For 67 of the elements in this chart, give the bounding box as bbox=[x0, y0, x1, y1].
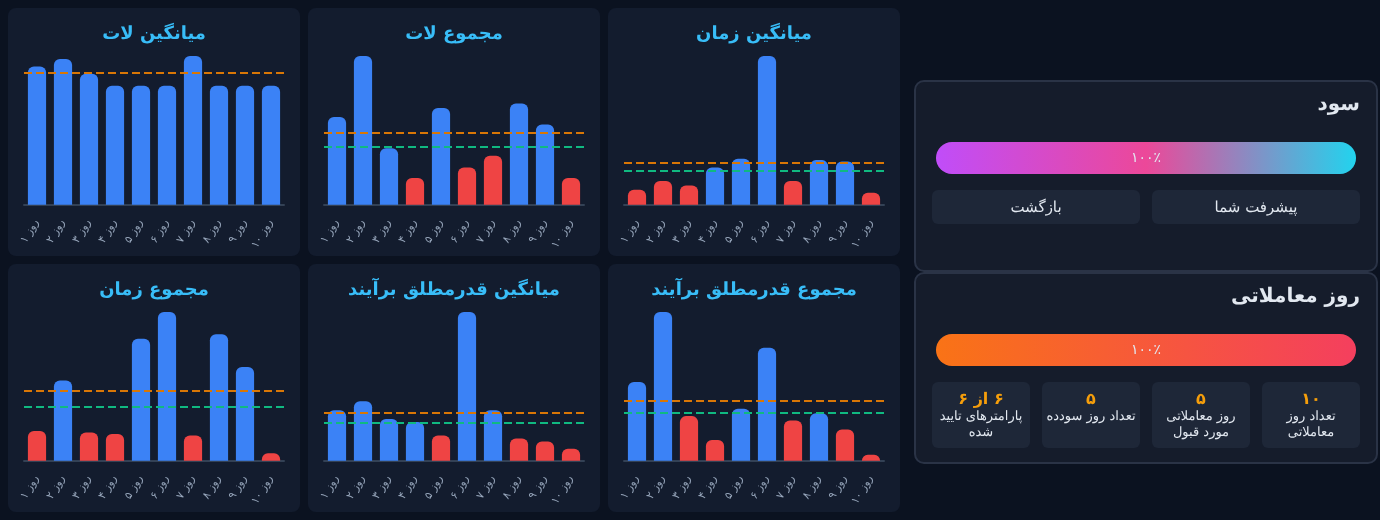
bar bbox=[157, 85, 177, 205]
bar bbox=[183, 435, 203, 461]
bar bbox=[457, 167, 477, 205]
bar bbox=[157, 312, 177, 461]
bar bbox=[705, 167, 725, 205]
bar bbox=[783, 180, 803, 205]
bar bbox=[79, 73, 99, 205]
bar bbox=[757, 347, 777, 461]
bar bbox=[53, 58, 73, 205]
bar bbox=[457, 312, 477, 461]
bar bbox=[653, 312, 673, 461]
bar bbox=[131, 338, 151, 461]
bar bbox=[209, 85, 229, 205]
bar bbox=[835, 161, 855, 205]
chart-title: مجموع لات bbox=[405, 25, 503, 45]
bar bbox=[783, 420, 803, 461]
chart-title: مجموع قدرمطلق برآیند bbox=[651, 277, 857, 301]
bar bbox=[483, 410, 503, 461]
bar bbox=[261, 85, 281, 205]
bar bbox=[405, 177, 425, 205]
bar bbox=[353, 56, 373, 205]
bar bbox=[379, 148, 399, 205]
bar bbox=[679, 185, 699, 205]
bar bbox=[535, 124, 555, 205]
bar bbox=[79, 432, 99, 461]
bar bbox=[679, 416, 699, 461]
bar bbox=[757, 56, 777, 205]
bar bbox=[431, 435, 451, 461]
bar bbox=[809, 413, 829, 461]
chart-title: میانگین لات bbox=[102, 21, 206, 45]
bar bbox=[327, 116, 347, 205]
bar bbox=[809, 160, 829, 205]
text: ۵ bbox=[1084, 390, 1098, 408]
bar bbox=[353, 401, 373, 461]
text: ۵ bbox=[1194, 390, 1208, 408]
chart-title: مجموع زمان bbox=[99, 281, 209, 301]
bar bbox=[131, 85, 151, 205]
bar bbox=[183, 56, 203, 205]
bar bbox=[105, 85, 125, 205]
text: روز معاملاتی bbox=[1231, 286, 1360, 308]
bar bbox=[53, 380, 73, 461]
bar bbox=[509, 438, 529, 461]
bar bbox=[379, 419, 399, 461]
bar bbox=[235, 85, 255, 205]
bar bbox=[27, 430, 47, 461]
text: ۱۰ bbox=[1299, 390, 1323, 408]
bar bbox=[105, 433, 125, 461]
bar bbox=[627, 381, 647, 461]
bar bbox=[27, 66, 47, 205]
bar bbox=[405, 422, 425, 461]
bar bbox=[483, 155, 503, 205]
bar bbox=[327, 410, 347, 461]
bar bbox=[653, 180, 673, 205]
bar bbox=[209, 334, 229, 461]
chart-title: میانگین زمان bbox=[696, 21, 812, 45]
bar bbox=[731, 408, 751, 461]
bar bbox=[235, 367, 255, 461]
bar bbox=[509, 103, 529, 205]
chart-title: میانگین قدرمطلق برآیند bbox=[348, 277, 560, 301]
bar bbox=[731, 158, 751, 205]
bar bbox=[431, 108, 451, 205]
bar bbox=[835, 429, 855, 461]
bar bbox=[705, 439, 725, 461]
text: ۶ از ۶ bbox=[956, 390, 1006, 408]
bar bbox=[561, 177, 581, 205]
text: سود bbox=[1317, 94, 1360, 116]
bar bbox=[535, 441, 555, 461]
